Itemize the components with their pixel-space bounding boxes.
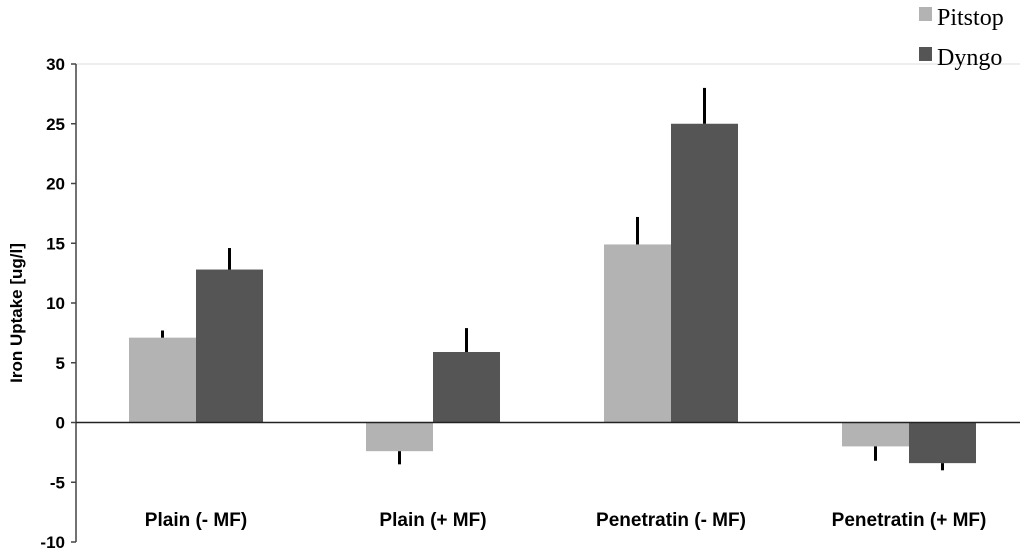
y-axis-title: Iron Uptake [ug/l] bbox=[7, 243, 26, 383]
y-tick-label: 25 bbox=[46, 115, 65, 134]
legend-swatch-pitstop bbox=[919, 7, 932, 21]
legend-swatch-dyngo bbox=[919, 47, 932, 61]
bar-pitstop-0 bbox=[129, 337, 196, 423]
legend-label-pitstop: Pitstop bbox=[937, 5, 1004, 31]
category-label: Penetratin (+ MF) bbox=[832, 510, 987, 531]
y-tick-label: -5 bbox=[50, 473, 65, 492]
bar-pitstop-3 bbox=[842, 422, 909, 447]
y-tick-label: -10 bbox=[40, 533, 65, 552]
y-tick-label: 20 bbox=[46, 175, 65, 194]
bar-dyngo-1 bbox=[433, 351, 500, 423]
bar-pitstop-2 bbox=[604, 244, 671, 423]
category-label: Plain (+ MF) bbox=[379, 510, 486, 531]
bar-dyngo-2 bbox=[671, 123, 738, 423]
y-tick-label: 10 bbox=[46, 294, 65, 313]
y-tick-label: 5 bbox=[56, 354, 65, 373]
y-tick-label: 15 bbox=[46, 234, 65, 253]
y-tick-label: 0 bbox=[56, 414, 65, 433]
category-label: Penetratin (- MF) bbox=[596, 510, 746, 531]
legend-label-dyngo: Dyngo bbox=[937, 45, 1002, 71]
bar-dyngo-3 bbox=[909, 422, 976, 464]
category-label: Plain (- MF) bbox=[145, 510, 247, 531]
bar-pitstop-1 bbox=[366, 422, 433, 452]
y-tick-label: 30 bbox=[46, 55, 65, 74]
bar-dyngo-0 bbox=[196, 269, 263, 423]
